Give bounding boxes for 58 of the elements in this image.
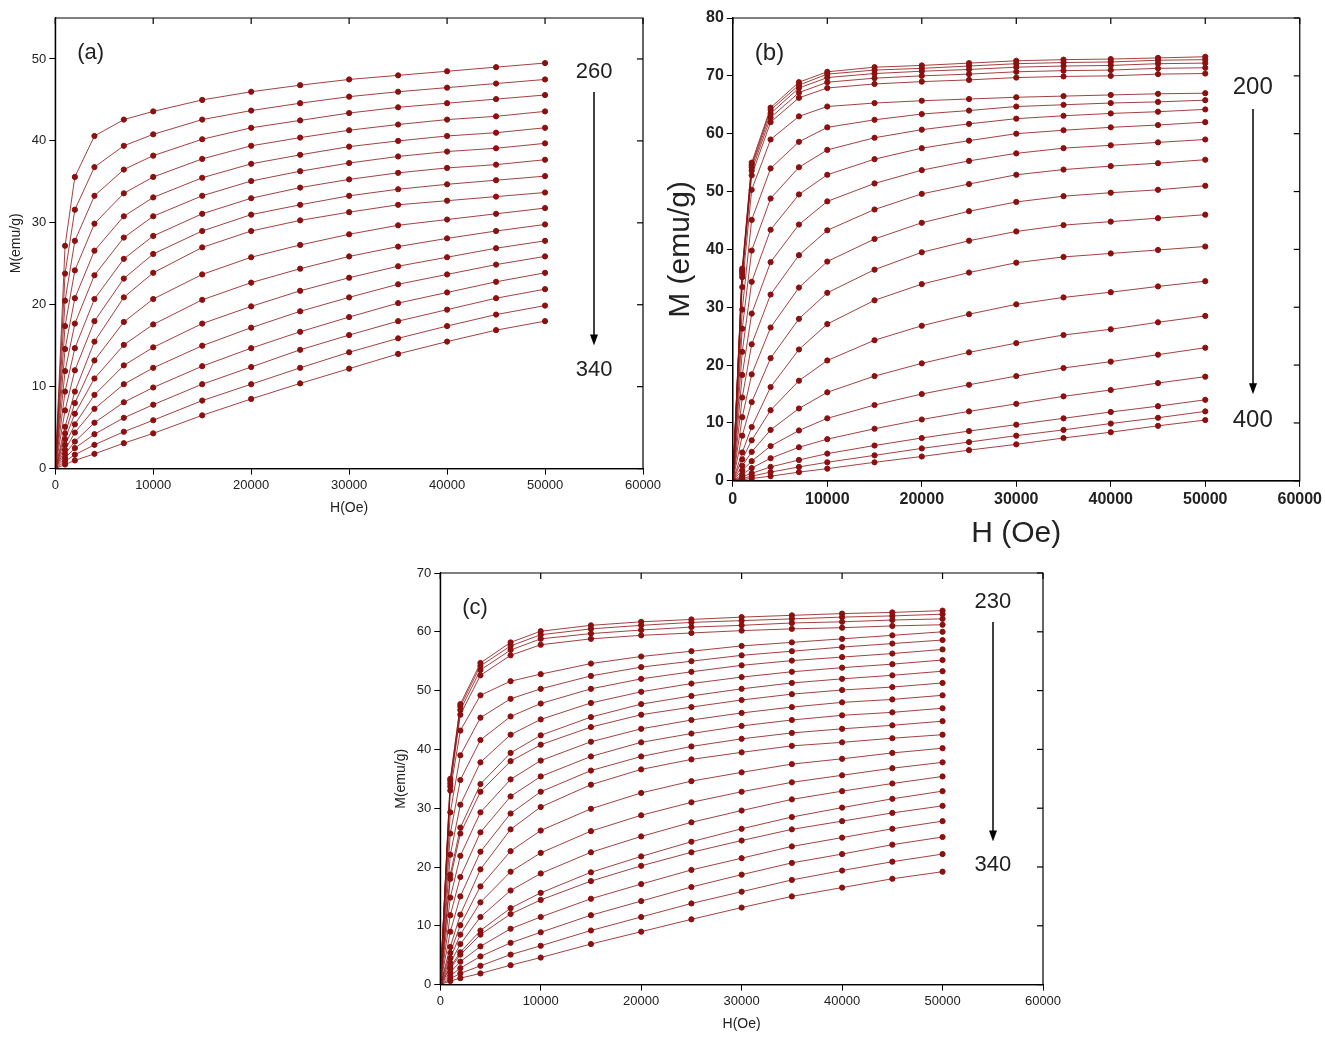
x-tick-label: 30000 xyxy=(723,992,760,1008)
x-axis-title: H(Oe) xyxy=(722,1015,761,1032)
x-tick-label: 30000 xyxy=(331,476,368,492)
x-tick-label: 40000 xyxy=(824,992,861,1008)
y-tick-label: 60 xyxy=(706,124,724,142)
annotation: (b) xyxy=(754,37,785,65)
y-axis-title: M(emu/g) xyxy=(7,213,24,274)
annotation: 400 xyxy=(1232,405,1273,433)
x-tick-label: 60000 xyxy=(1277,489,1323,507)
x-tick-label: 0 xyxy=(436,992,444,1008)
y-tick-label: 70 xyxy=(416,564,432,580)
y-tick-label: 40 xyxy=(416,740,432,756)
x-tick-label: 20000 xyxy=(899,489,945,507)
y-tick-label: 10 xyxy=(31,378,47,394)
x-tick-label: 10000 xyxy=(522,992,559,1008)
annotation: 340 xyxy=(575,355,613,381)
x-tick-label: 0 xyxy=(51,476,59,492)
y-axis-title: M (emu/g) xyxy=(662,181,696,318)
x-tick-label: 60000 xyxy=(1024,992,1062,1008)
y-tick-label: 70 xyxy=(706,66,724,84)
y-tick-label: 60 xyxy=(416,623,432,639)
annotation: 340 xyxy=(974,851,1012,877)
x-tick-label: 40000 xyxy=(429,476,466,492)
y-tick-label: 30 xyxy=(31,214,47,230)
y-tick-label: 20 xyxy=(706,355,724,373)
y-tick-label: 30 xyxy=(416,799,432,815)
y-tick-label: 40 xyxy=(31,132,47,148)
x-tick-label: 0 xyxy=(728,489,738,507)
x-tick-label: 20000 xyxy=(233,476,270,492)
y-tick-label: 10 xyxy=(416,917,432,933)
x-tick-label: 30000 xyxy=(994,489,1039,507)
x-tick-label: 50000 xyxy=(924,992,961,1008)
annotation: 260 xyxy=(575,58,613,84)
y-axis-title: M(emu/g) xyxy=(392,748,409,809)
x-axis-title: H (Oe) xyxy=(971,515,1062,549)
y-tick-label: 50 xyxy=(416,682,432,698)
annotation: 230 xyxy=(974,587,1012,613)
x-tick-label: 50000 xyxy=(1183,489,1228,507)
y-tick-label: 80 xyxy=(706,8,724,26)
y-tick-label: 20 xyxy=(31,296,47,312)
x-tick-label: 50000 xyxy=(526,476,564,492)
x-axis-title: H(Oe) xyxy=(330,499,369,516)
x-tick-label: 10000 xyxy=(805,489,850,507)
y-tick-label: 10 xyxy=(706,413,724,431)
x-tick-label: 20000 xyxy=(623,992,660,1008)
annotation: (c) xyxy=(462,594,488,620)
x-tick-label: 60000 xyxy=(624,476,662,492)
annotation: (a) xyxy=(77,39,105,65)
annotation: 200 xyxy=(1232,72,1273,100)
y-tick-label: 50 xyxy=(706,181,724,199)
y-tick-label: 0 xyxy=(39,460,47,476)
x-tick-label: 10000 xyxy=(135,476,172,492)
y-tick-label: 50 xyxy=(31,50,47,66)
y-tick-label: 40 xyxy=(706,239,724,257)
y-tick-label: 20 xyxy=(416,858,432,874)
y-tick-label: 30 xyxy=(706,297,724,315)
y-tick-label: 0 xyxy=(424,976,432,992)
x-tick-label: 40000 xyxy=(1088,489,1134,507)
